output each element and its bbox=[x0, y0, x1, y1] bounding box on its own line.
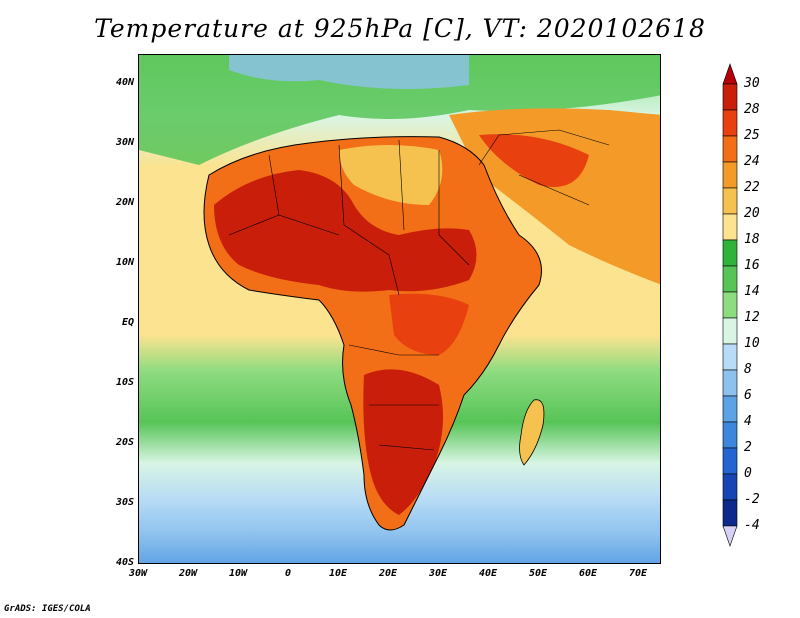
arabia-hot-core bbox=[479, 134, 589, 187]
madagascar bbox=[519, 399, 545, 466]
colorbar-tick-label: 16 bbox=[744, 258, 760, 273]
colorbar-swatch bbox=[722, 447, 738, 475]
colorbar-tick-label: 18 bbox=[744, 232, 760, 247]
colorbar-swatch bbox=[722, 291, 738, 319]
colorbar-swatch bbox=[722, 83, 738, 111]
lat-label-30n: 30N bbox=[115, 137, 134, 148]
lon-label-10w: 10W bbox=[228, 568, 248, 579]
colorbar-tick-label: 14 bbox=[744, 284, 760, 299]
lat-label-eq: EQ bbox=[121, 317, 134, 328]
colorbar-top-arrow bbox=[722, 63, 738, 85]
lon-label-20e: 20E bbox=[378, 568, 398, 579]
lon-label-10e: 10E bbox=[328, 568, 348, 579]
colorbar-swatch bbox=[722, 343, 738, 371]
colorbar-swatch bbox=[722, 109, 738, 137]
colorbar-tick-label: 12 bbox=[744, 310, 760, 325]
east-africa-hot bbox=[389, 293, 469, 355]
colorbar-swatch bbox=[722, 499, 738, 527]
colorbar-tick-label: 30 bbox=[744, 76, 760, 91]
lat-label-10s: 10S bbox=[115, 377, 134, 388]
colorbar-tick-label: -4 bbox=[744, 518, 760, 533]
colorbar-tick-label: 25 bbox=[744, 128, 760, 143]
colorbar-swatch bbox=[722, 213, 738, 241]
colorbar-tick-label: 8 bbox=[744, 362, 752, 377]
africa-coastline bbox=[203, 136, 542, 531]
colorbar-tick-label: 20 bbox=[744, 206, 760, 221]
country-borders bbox=[228, 129, 610, 451]
colorbar-tick-label: 10 bbox=[744, 336, 760, 351]
europe-region bbox=[139, 55, 660, 165]
lon-label-20w: 20W bbox=[178, 568, 198, 579]
sahara-cool-zone bbox=[339, 145, 443, 205]
colorbar-tick-label: 28 bbox=[744, 102, 760, 117]
lon-label-50e: 50E bbox=[528, 568, 548, 579]
lat-label-40s: 40S bbox=[115, 557, 134, 568]
map-title: Temperature at 925hPa [C], VT: 202010261… bbox=[94, 14, 706, 43]
colorbar-tick-label: 22 bbox=[744, 180, 760, 195]
lon-label-70e: 70E bbox=[628, 568, 648, 579]
colorbar-swatch bbox=[722, 135, 738, 163]
credit-text: GrADS: IGES/COLA bbox=[4, 604, 91, 614]
lat-label-10n: 10N bbox=[115, 257, 134, 268]
colorbar-swatch bbox=[722, 265, 738, 293]
colorbar-tick-label: 24 bbox=[744, 154, 760, 169]
lat-label-20s: 20S bbox=[115, 437, 134, 448]
sahel-hot-core bbox=[214, 170, 477, 292]
lat-label-30s: 30S bbox=[115, 497, 134, 508]
colorbar-swatch bbox=[722, 317, 738, 345]
lat-label-20n: 20N bbox=[115, 197, 134, 208]
colorbar-tick-label: -2 bbox=[744, 492, 760, 507]
lon-label-30e: 30E bbox=[428, 568, 448, 579]
lon-label-30w: 30W bbox=[128, 568, 148, 579]
colorbar-swatch bbox=[722, 239, 738, 267]
colorbar-bottom-arrow bbox=[722, 525, 738, 547]
colorbar-tick-label: 4 bbox=[744, 414, 752, 429]
colorbar bbox=[722, 63, 738, 547]
colorbar-tick-label: 6 bbox=[744, 388, 752, 403]
colorbar-swatch bbox=[722, 369, 738, 397]
lat-label-40n: 40N bbox=[115, 77, 134, 88]
colorbar-swatch bbox=[722, 473, 738, 501]
colorbar-tick-label: 0 bbox=[744, 466, 752, 481]
colorbar-swatch bbox=[722, 161, 738, 189]
colorbar-swatch bbox=[722, 421, 738, 449]
southern-africa-hot-core bbox=[363, 369, 443, 515]
lon-label-60e: 60E bbox=[578, 568, 598, 579]
colorbar-swatch bbox=[722, 395, 738, 423]
lon-label-0: 0 bbox=[284, 568, 292, 579]
colorbar-tick-label: 2 bbox=[744, 440, 752, 455]
north-cold-region bbox=[229, 55, 469, 89]
temperature-map bbox=[138, 54, 661, 564]
lon-label-40e: 40E bbox=[478, 568, 498, 579]
colorbar-swatch bbox=[722, 187, 738, 215]
